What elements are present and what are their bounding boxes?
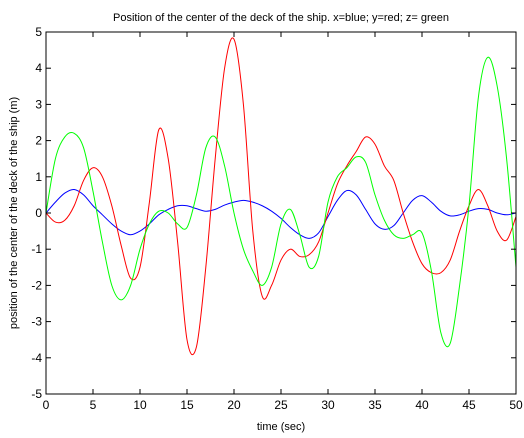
x-tick-label: 30 bbox=[321, 398, 335, 412]
y-tick-label: -1 bbox=[31, 242, 42, 256]
x-tick-label: 0 bbox=[43, 398, 50, 412]
x-tick-label: 35 bbox=[368, 398, 382, 412]
y-tick-label: 1 bbox=[35, 170, 42, 184]
series-line-2 bbox=[45, 56, 517, 348]
chart-title: Position of the center of the deck of th… bbox=[113, 12, 449, 24]
x-tick-label: 45 bbox=[462, 398, 476, 412]
y-tick-label: 4 bbox=[35, 61, 42, 75]
x-tick-label: 40 bbox=[415, 398, 429, 412]
y-tick-label: 0 bbox=[35, 206, 42, 220]
series-line-0 bbox=[45, 188, 517, 239]
x-tick-label: 10 bbox=[133, 398, 147, 412]
y-tick-label: 2 bbox=[35, 134, 42, 148]
series-layer bbox=[45, 37, 517, 356]
x-axis-label: time (sec) bbox=[257, 421, 305, 433]
x-tick-label: 5 bbox=[90, 398, 97, 412]
y-tick-label: 5 bbox=[35, 25, 42, 39]
series-line-1 bbox=[45, 37, 517, 356]
x-tick-label: 50 bbox=[509, 398, 523, 412]
x-tick-label: 15 bbox=[180, 398, 194, 412]
y-tick-label: -4 bbox=[31, 351, 42, 365]
x-tick-label: 20 bbox=[227, 398, 241, 412]
y-tick-label: -2 bbox=[31, 278, 42, 292]
y-axis-label: position of the center of the deck of th… bbox=[8, 97, 20, 329]
x-tick-label: 25 bbox=[274, 398, 288, 412]
plot-background bbox=[46, 32, 516, 394]
y-tick-label: -5 bbox=[31, 387, 42, 401]
y-tick-label: 3 bbox=[35, 97, 42, 111]
y-tick-label: -3 bbox=[31, 315, 42, 329]
